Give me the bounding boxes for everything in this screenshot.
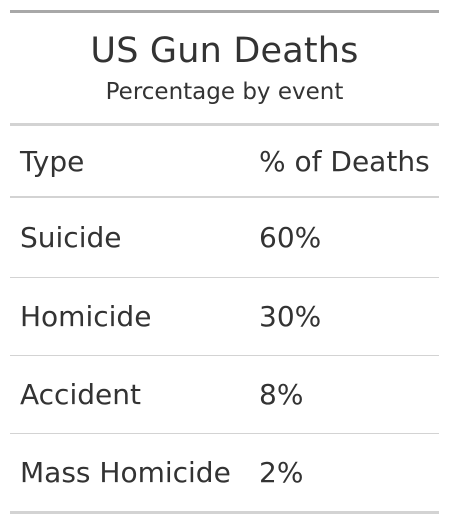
row-percent-cell: 2% [259,456,304,489]
column-header-percent: % of Deaths [259,144,430,178]
header-rule [10,196,439,198]
table-top-rule [10,10,439,13]
table-row: Accident 8% [10,355,439,433]
row-percent-cell: 60% [259,221,322,254]
row-type-cell: Suicide [20,221,122,254]
row-percent-cell: 30% [259,300,322,333]
row-type-cell: Mass Homicide [20,456,231,489]
row-percent-cell: 8% [259,378,304,411]
table-bottom-rule [10,511,439,514]
column-header-type: Type [20,144,85,178]
table-row: Suicide 60% [10,198,439,277]
row-type-cell: Accident [20,378,141,411]
table-heading: US Gun Deaths Percentage by event [10,13,439,111]
row-type-cell: Homicide [20,300,152,333]
table-subtitle: Percentage by event [105,79,344,105]
table-row: Mass Homicide 2% [10,433,439,511]
gun-deaths-table: US Gun Deaths Percentage by event Type %… [10,10,439,514]
table-title: US Gun Deaths [90,31,359,71]
column-header-row: Type % of Deaths [10,126,439,196]
table-row: Homicide 30% [10,277,439,355]
heading-rule [10,123,439,126]
